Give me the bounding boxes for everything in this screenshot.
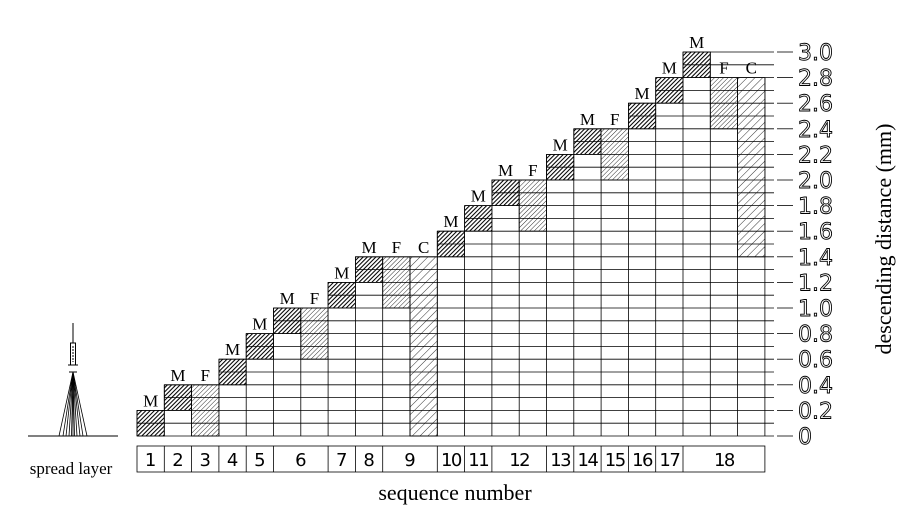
block-letter-c: C	[418, 238, 429, 257]
sequence-cell-label: 17	[659, 450, 679, 471]
block-letter-m: M	[225, 340, 240, 359]
block-letter-m: M	[689, 33, 704, 52]
sequence-cell-label: 8	[363, 450, 374, 471]
y-tick-label: 2.0	[798, 169, 833, 194]
block-letter-c: C	[746, 59, 757, 78]
block-letter-f: F	[201, 366, 210, 385]
block-letter-f: F	[719, 59, 728, 78]
block-letter-m: M	[334, 263, 349, 282]
block-letter-m: M	[580, 110, 595, 129]
y-tick-label: 0.4	[798, 374, 833, 399]
y-tick-label: 0.8	[798, 323, 833, 348]
sequence-cell-label: 16	[632, 450, 653, 471]
sequence-cell-label: 14	[577, 450, 598, 471]
block-letter-f: F	[610, 110, 619, 129]
block-letter-m: M	[553, 135, 568, 154]
sequence-cell-label: 4	[227, 450, 238, 471]
y-tick-label: 0.2	[798, 399, 833, 424]
y-tick-label: 1.4	[798, 246, 833, 271]
y-tick-label: 1.8	[798, 195, 833, 220]
sequence-cell-label: 18	[714, 450, 735, 471]
y-axis-label: descending distance (mm)	[871, 124, 896, 355]
y-tick-label: 2.8	[798, 67, 833, 92]
spread-layer-label: spread layer	[30, 459, 113, 478]
sequence-cell-label: 9	[404, 450, 415, 471]
y-tick-label: 2.6	[798, 92, 833, 117]
sequence-cell-label: 5	[254, 450, 265, 471]
sequence-cell-label: 15	[605, 450, 625, 471]
y-tick-label: 2.4	[798, 118, 833, 143]
block-letter-m: M	[443, 212, 458, 231]
block-letter-m: M	[471, 187, 486, 206]
sequence-cell-label: 10	[441, 450, 462, 471]
sequence-cell-label: 13	[550, 450, 571, 471]
sequence-cell-label: 7	[336, 450, 347, 471]
sequence-cell-label: 11	[468, 450, 488, 471]
sequence-cell-label: 1	[145, 450, 156, 471]
y-tick-label: 1.2	[798, 271, 833, 296]
y-tick-label: 2.2	[798, 143, 833, 168]
block-letter-f: F	[528, 161, 537, 180]
y-tick-label: 1.0	[798, 297, 833, 322]
x-axis-label: sequence number	[378, 480, 532, 505]
sequence-strip-frame	[136, 445, 766, 473]
grid-lines	[136, 51, 774, 437]
nozzle-spray-schematic	[28, 323, 118, 437]
block-letter-m: M	[280, 289, 295, 308]
block-letter-m: M	[170, 366, 185, 385]
block-letter-f: F	[392, 238, 401, 257]
block-letter-m: M	[143, 391, 158, 410]
y-tick-label: 1.6	[798, 220, 833, 245]
block-letter-m: M	[634, 84, 649, 103]
sequence-cell-label: 3	[200, 450, 211, 471]
sequence-number-strip: 1 2 3 4 5 6 7 8 9 10 11 12 13 14 15 16 17 18	[136, 445, 766, 473]
block-letter-m: M	[662, 59, 677, 78]
block-letter-m: M	[498, 161, 513, 180]
sequence-cell-label: 2	[172, 450, 183, 471]
y-tick-label: 0	[798, 425, 812, 450]
sequence-cell-label: 6	[295, 450, 306, 471]
sequence-cell-label: 12	[509, 450, 529, 471]
y-tick-label: 0.6	[798, 348, 833, 373]
y-axis-ticks: 00.20.40.60.81.01.21.41.61.82.02.22.42.6…	[777, 41, 833, 450]
block-letter-f: F	[310, 289, 319, 308]
block-letter-m: M	[252, 315, 267, 334]
block-letter-m: M	[361, 238, 376, 257]
y-tick-label: 3.0	[798, 41, 833, 66]
